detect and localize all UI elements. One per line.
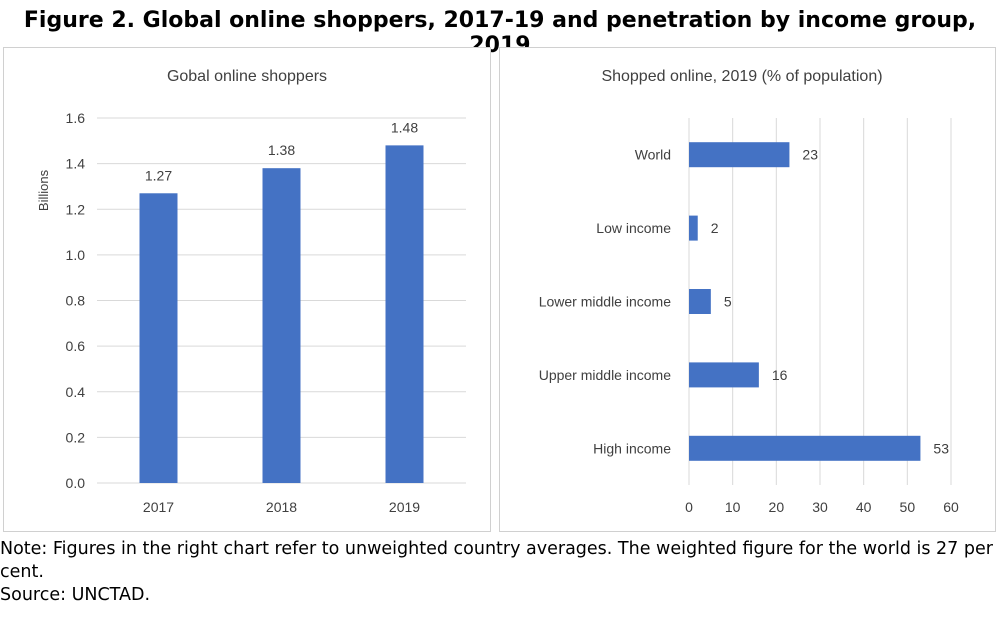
x-tick-label: 30 bbox=[812, 499, 828, 515]
x-tick-label: 60 bbox=[943, 499, 959, 515]
x-tick-label: 10 bbox=[725, 499, 741, 515]
data-label: 1.27 bbox=[145, 167, 172, 183]
y-tick-label: Upper middle income bbox=[539, 367, 671, 383]
y-tick-label: 0.0 bbox=[66, 475, 86, 491]
chart-title: Shopped online, 2019 (% of population) bbox=[601, 68, 882, 85]
x-tick-label: 0 bbox=[685, 499, 693, 515]
data-label: 2 bbox=[711, 220, 719, 236]
source-text: Source: UNCTAD. bbox=[0, 585, 151, 605]
bar-upper-middle-income bbox=[689, 362, 759, 388]
y-tick-label: 1.6 bbox=[66, 110, 86, 126]
x-tick-label: 2018 bbox=[266, 499, 297, 515]
bar-low-income bbox=[689, 215, 698, 241]
y-tick-label: 1.4 bbox=[66, 156, 86, 172]
figure-title: Figure 2. Global online shoppers, 2017-1… bbox=[23, 8, 977, 58]
y-tick-label: 0.6 bbox=[66, 338, 86, 354]
income-chart-panel: Shopped online, 2019 (% of population) 0 1… bbox=[499, 47, 996, 532]
note-text: Note: Figures in the right chart refer t… bbox=[0, 539, 993, 582]
x-tick-label: 2019 bbox=[389, 499, 420, 515]
data-label: 1.38 bbox=[268, 142, 295, 158]
income-bar-chart: Shopped online, 2019 (% of population) 0 1… bbox=[539, 68, 959, 515]
y-tick-label: 1.0 bbox=[66, 247, 86, 263]
y-tick-label: Lower middle income bbox=[539, 294, 671, 310]
shoppers-bar-chart: Gobal online shoppers Billions 0.0 0.2 0.4 0.… bbox=[36, 68, 466, 515]
chart-title: Gobal online shoppers bbox=[167, 68, 327, 85]
x-tick-label: 40 bbox=[856, 499, 872, 515]
bar-world bbox=[689, 142, 790, 168]
data-label: 1.48 bbox=[391, 119, 418, 135]
y-tick-label: 0.8 bbox=[66, 293, 86, 309]
bar-2019 bbox=[385, 145, 424, 483]
y-tick-label: High income bbox=[593, 440, 671, 456]
data-label: 53 bbox=[933, 440, 949, 456]
y-tick-label: Low income bbox=[596, 220, 671, 236]
figure-notes: Note: Figures in the right chart refer t… bbox=[0, 538, 1000, 607]
shoppers-chart-panel: Gobal online shoppers Billions 0.0 0.2 0.4 0.… bbox=[3, 47, 491, 532]
bar-high-income bbox=[689, 435, 921, 461]
data-label: 5 bbox=[724, 294, 732, 310]
data-label: 16 bbox=[772, 367, 788, 383]
x-tick-label: 20 bbox=[769, 499, 785, 515]
y-tick-label: 0.2 bbox=[66, 429, 86, 445]
bar-2017 bbox=[139, 193, 178, 483]
bar-2018 bbox=[262, 168, 301, 483]
y-axis-label: Billions bbox=[36, 169, 51, 211]
bar-lower-middle-income bbox=[689, 289, 711, 314]
x-tick-label: 50 bbox=[900, 499, 916, 515]
data-label: 23 bbox=[802, 147, 818, 163]
y-tick-label: 0.4 bbox=[66, 384, 86, 400]
y-tick-label: World bbox=[635, 147, 671, 163]
y-tick-label: 1.2 bbox=[66, 201, 86, 217]
x-tick-label: 2017 bbox=[143, 499, 174, 515]
